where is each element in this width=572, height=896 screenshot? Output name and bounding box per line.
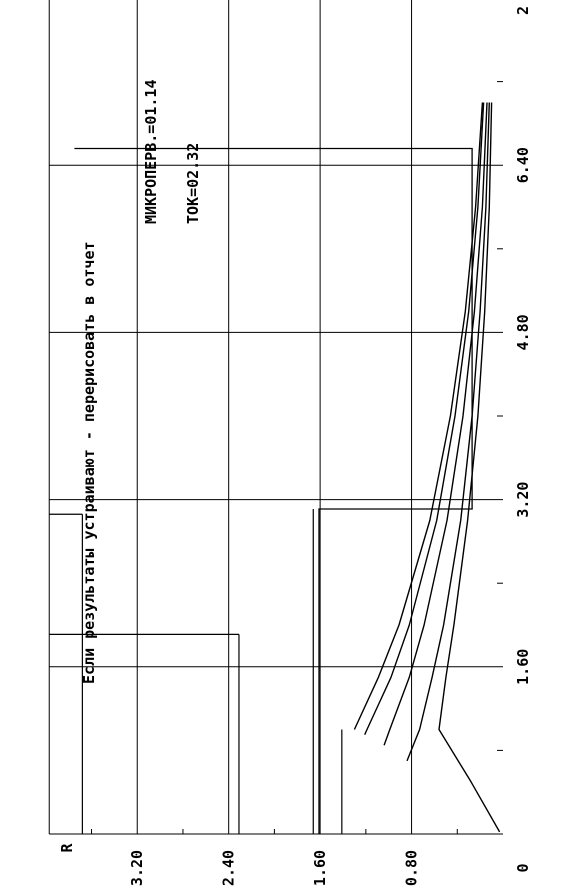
y-tick-label-3: 3.20 [128, 850, 146, 886]
axes [48, 0, 503, 835]
x-tick-label-3: 4.80 [514, 314, 532, 350]
series-group [353, 102, 501, 833]
series-line-4 [353, 102, 484, 730]
limit-line [74, 147, 473, 834]
x-tick-label-1: 1.60 [514, 649, 532, 685]
series-line-0 [438, 102, 501, 833]
reference-lines [49, 147, 473, 834]
series-line-3 [364, 102, 485, 735]
x-tick-label-5: 2 [514, 6, 532, 15]
message-annotation: Если результаты устраивают - перерисоват… [80, 241, 98, 684]
x-tick-label-4: 6.40 [514, 147, 532, 183]
x-tick-label-2: 3.20 [514, 482, 532, 518]
micro-annotation: МИКРОПЕРВ.=01.14 [142, 80, 160, 225]
grid-lines [49, 0, 503, 834]
tok-annotation: ТОК=02.32 [184, 143, 202, 224]
tick-labels: 0.80 1.60 2.40 3.20 R 0 1.60 3.20 4.80 6.40 2 [58, 6, 532, 886]
x-tick-label-0: 0 [514, 863, 532, 872]
series-line-1 [406, 102, 490, 762]
y-tick-label-0: 0.80 [403, 850, 421, 886]
y-tick-label-1: 1.60 [311, 850, 329, 886]
series-line-2 [383, 102, 488, 746]
y-axis-label: R [58, 843, 76, 853]
y-tick-label-2: 2.40 [220, 850, 238, 886]
